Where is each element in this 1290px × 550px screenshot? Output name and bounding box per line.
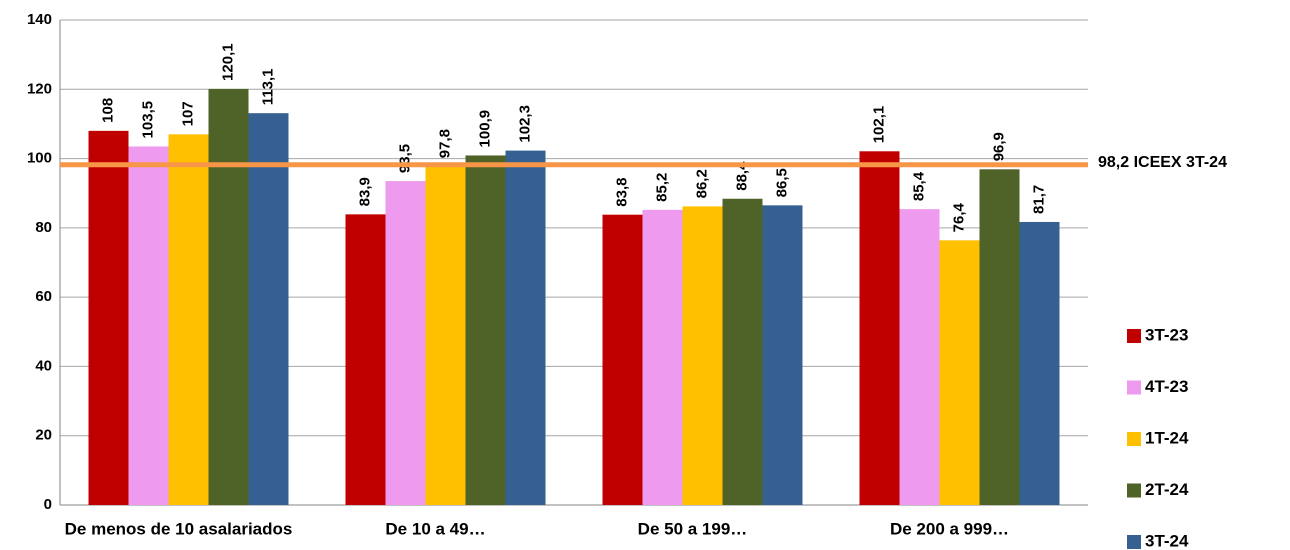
bar (88, 130, 129, 505)
value-label: 86,2 (693, 169, 710, 198)
bar (168, 134, 209, 506)
value-label: 81,7 (1030, 185, 1047, 214)
value-label: 85,2 (653, 173, 670, 202)
bar (602, 214, 643, 505)
bar (425, 166, 466, 505)
bar (722, 198, 763, 505)
bar (682, 206, 723, 505)
legend-swatch (1127, 432, 1141, 446)
value-label: 103,5 (139, 101, 156, 139)
y-tick-label: 80 (35, 219, 52, 236)
value-label: 88,4 (733, 161, 750, 191)
bar (939, 240, 980, 506)
value-label: 83,8 (613, 177, 630, 206)
legend-swatch (1127, 535, 1141, 549)
value-label: 120,1 (219, 43, 236, 81)
bar (899, 209, 940, 505)
value-label: 113,1 (259, 68, 276, 105)
y-tick-label: 0 (44, 496, 52, 513)
bar (859, 151, 900, 505)
bar (345, 214, 386, 505)
legend-swatch (1127, 483, 1141, 498)
y-tick-label: 40 (35, 357, 52, 374)
legend-label: 1T-24 (1145, 428, 1189, 447)
legend-swatch (1127, 380, 1141, 395)
bar (505, 150, 546, 505)
legend-swatch (1127, 329, 1141, 343)
x-tick-label: De menos de 10 asalariados (65, 519, 293, 538)
bar (385, 181, 426, 505)
bar (128, 146, 169, 506)
value-label: 108 (99, 98, 116, 123)
legend-label: 3T-24 (1145, 531, 1189, 550)
x-tick-label: De 50 a 199… (638, 519, 748, 538)
value-label: 107 (179, 101, 196, 126)
value-label: 100,9 (476, 110, 493, 148)
legend-label: 4T-23 (1145, 377, 1188, 396)
bar (248, 113, 289, 506)
value-label: 83,9 (356, 177, 373, 206)
legend-label: 2T-24 (1145, 480, 1189, 499)
value-label: 86,5 (773, 168, 790, 197)
bar (762, 205, 803, 505)
y-tick-label: 60 (35, 288, 52, 305)
value-label: 97,8 (436, 129, 453, 158)
value-label: 93,5 (396, 144, 413, 173)
bar (208, 88, 249, 506)
bar (1019, 221, 1060, 506)
bar (979, 169, 1020, 505)
value-label: 102,3 (516, 105, 533, 143)
value-label: 85,4 (910, 171, 927, 201)
value-label: 96,9 (990, 132, 1007, 161)
value-label: 76,4 (950, 202, 967, 232)
reference-label: 98,2 ICEEX 3T-24 (1098, 154, 1227, 171)
legend-label: 3T-23 (1145, 325, 1188, 344)
x-tick-label: De 10 a 49… (385, 519, 485, 538)
bar (642, 209, 683, 506)
y-tick-label: 20 (35, 427, 52, 444)
y-tick-label: 140 (27, 11, 52, 28)
bar (465, 155, 506, 506)
y-tick-label: 120 (27, 80, 52, 97)
value-label: 102,1 (870, 106, 887, 144)
x-tick-label: De 200 a 999… (890, 519, 1009, 538)
y-tick-label: 100 (27, 150, 52, 167)
